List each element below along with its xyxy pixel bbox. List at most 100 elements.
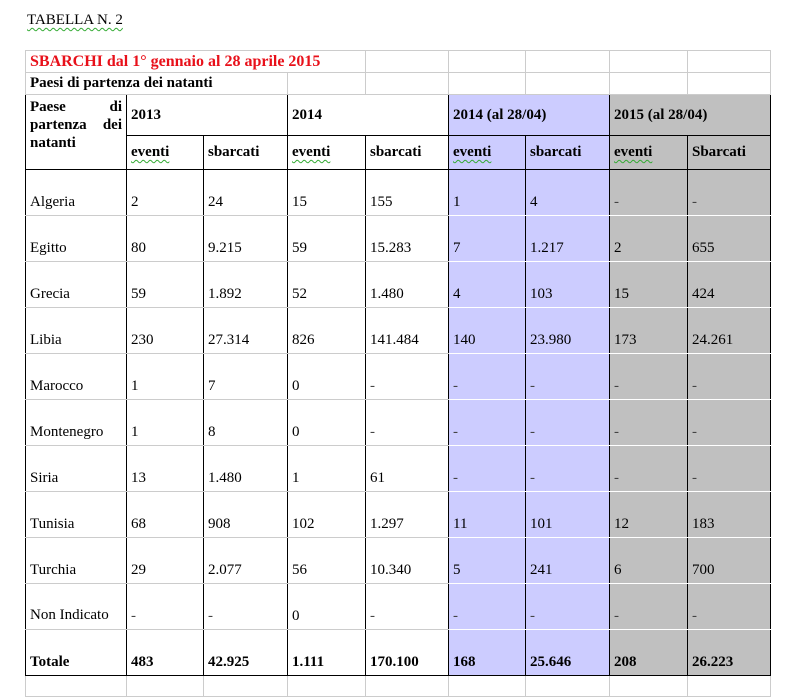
value-cell: 0 — [287, 399, 366, 446]
group-header-2015-partial: 2015 (al 28/04) — [609, 94, 771, 136]
value-cell: 24.261 — [687, 307, 771, 354]
value-cell: 23.980 — [525, 307, 610, 354]
value-cell: 56 — [287, 537, 366, 584]
value-cell: 13 — [126, 445, 204, 492]
value-cell: 4 — [448, 261, 526, 308]
value-cell: 15 — [287, 169, 366, 216]
country-cell: Non Indicato — [25, 583, 127, 630]
country-cell: Montenegro — [25, 399, 127, 446]
table-row: Grecia 59 1.892 52 1.480 4 103 15 424 — [25, 261, 771, 308]
table-row: Siria 13 1.480 1 61- - - - — [25, 445, 771, 492]
value-cell: - — [448, 583, 526, 630]
value-cell: 908 — [203, 491, 288, 538]
country-cell: Libia — [25, 307, 127, 354]
value-cell: 1.480 — [203, 445, 288, 492]
value-cell: - — [609, 169, 688, 216]
value-cell: - — [365, 353, 449, 400]
value-cell: - — [365, 583, 449, 630]
subheader-label: Sbarcati — [692, 144, 746, 160]
value-cell: - — [687, 445, 771, 492]
table-title: SBARCHI dal 1° gennaio al 28 aprile 2015 — [25, 50, 366, 73]
value-cell: 15 — [609, 261, 688, 308]
value-cell: 424 — [687, 261, 771, 308]
value-cell: 26.223 — [687, 629, 771, 676]
value-cell: - — [525, 445, 610, 492]
value-cell: 826 — [287, 307, 366, 354]
table-row: Tunisia 68 908 102 1.297 11 101 12 183 — [25, 491, 771, 538]
value-cell: 183 — [687, 491, 771, 538]
value-cell: - — [448, 353, 526, 400]
value-cell: 208 — [609, 629, 688, 676]
country-cell: Egitto — [25, 215, 127, 262]
country-cell: Totale — [25, 629, 127, 676]
value-cell: 0 — [287, 353, 366, 400]
empty-row — [25, 675, 771, 697]
table-subtitle: Paesi di partenza dei natanti — [25, 72, 288, 95]
value-cell: 80 — [126, 215, 204, 262]
value-cell: - — [609, 353, 688, 400]
value-cell: - — [609, 445, 688, 492]
value-cell: 140 — [448, 307, 526, 354]
value-cell: 24 — [203, 169, 288, 216]
value-cell: - — [609, 583, 688, 630]
value-cell: 12 — [609, 491, 688, 538]
value-cell: - — [126, 583, 204, 630]
value-cell: - — [687, 399, 771, 446]
country-cell: Siria — [25, 445, 127, 492]
table-row: Egitto 80 9.215 59 15.283 7 1.217 2 655 — [25, 215, 771, 262]
value-cell: 4 — [525, 169, 610, 216]
value-cell: - — [687, 583, 771, 630]
value-cell: 1 — [287, 445, 366, 492]
value-cell: 1 — [126, 399, 204, 446]
value-cell: 655 — [687, 215, 771, 262]
subheader-sbarcati: Sbarcati — [687, 135, 771, 170]
subheader-label: eventi — [131, 144, 170, 160]
value-cell: 7 — [203, 353, 288, 400]
subheader-eventi: eventi — [448, 135, 526, 170]
table-caption: TABELLA N. 2 — [27, 12, 123, 28]
value-cell: 27.314 — [203, 307, 288, 354]
country-column-header: Paese di partenza dei natanti — [25, 94, 127, 170]
value-cell: 25.646 — [525, 629, 610, 676]
country-cell: Tunisia — [25, 491, 127, 538]
value-cell: 11 — [448, 491, 526, 538]
value-cell: 168 — [448, 629, 526, 676]
value-cell: 15.283 — [365, 215, 449, 262]
value-cell: - — [687, 169, 771, 216]
subheader-sbarcati: sbarcati — [203, 135, 288, 170]
table-row: Libia 230 27.314 826 141.484 140 23.980 173 24.2… — [25, 307, 771, 354]
value-cell: 61 — [365, 445, 449, 492]
table-row: Algeria 2 24 15 155 1 4- - — [25, 169, 771, 216]
total-row: Totale 483 42.925 1.111 170.100 168 25.646 208 2… — [25, 629, 771, 676]
value-cell: 2 — [609, 215, 688, 262]
value-cell: 103 — [525, 261, 610, 308]
subheader-label: eventi — [292, 144, 331, 160]
value-cell: 155 — [365, 169, 449, 216]
value-cell: 141.484 — [365, 307, 449, 354]
value-cell: 6 — [609, 537, 688, 584]
value-cell: 1.217 — [525, 215, 610, 262]
value-cell: 2.077 — [203, 537, 288, 584]
value-cell: - — [525, 399, 610, 446]
value-cell: 52 — [287, 261, 366, 308]
subheader-label: sbarcati — [370, 144, 422, 160]
value-cell: 1.892 — [203, 261, 288, 308]
value-cell: 1.111 — [287, 629, 366, 676]
value-cell: - — [687, 353, 771, 400]
value-cell: 9.215 — [203, 215, 288, 262]
value-cell: - — [525, 583, 610, 630]
value-cell: - — [448, 399, 526, 446]
table-row: Non Indicato - -0- - - - - — [25, 583, 771, 630]
value-cell: 59 — [126, 261, 204, 308]
value-cell: - — [609, 399, 688, 446]
value-cell: 483 — [126, 629, 204, 676]
value-cell: 173 — [609, 307, 688, 354]
value-cell: 241 — [525, 537, 610, 584]
subheader-eventi: eventi — [287, 135, 366, 170]
value-cell: 102 — [287, 491, 366, 538]
subheader-sbarcati: sbarcati — [365, 135, 449, 170]
value-cell: 2 — [126, 169, 204, 216]
value-cell: 1 — [126, 353, 204, 400]
country-cell: Turchia — [25, 537, 127, 584]
value-cell: 230 — [126, 307, 204, 354]
